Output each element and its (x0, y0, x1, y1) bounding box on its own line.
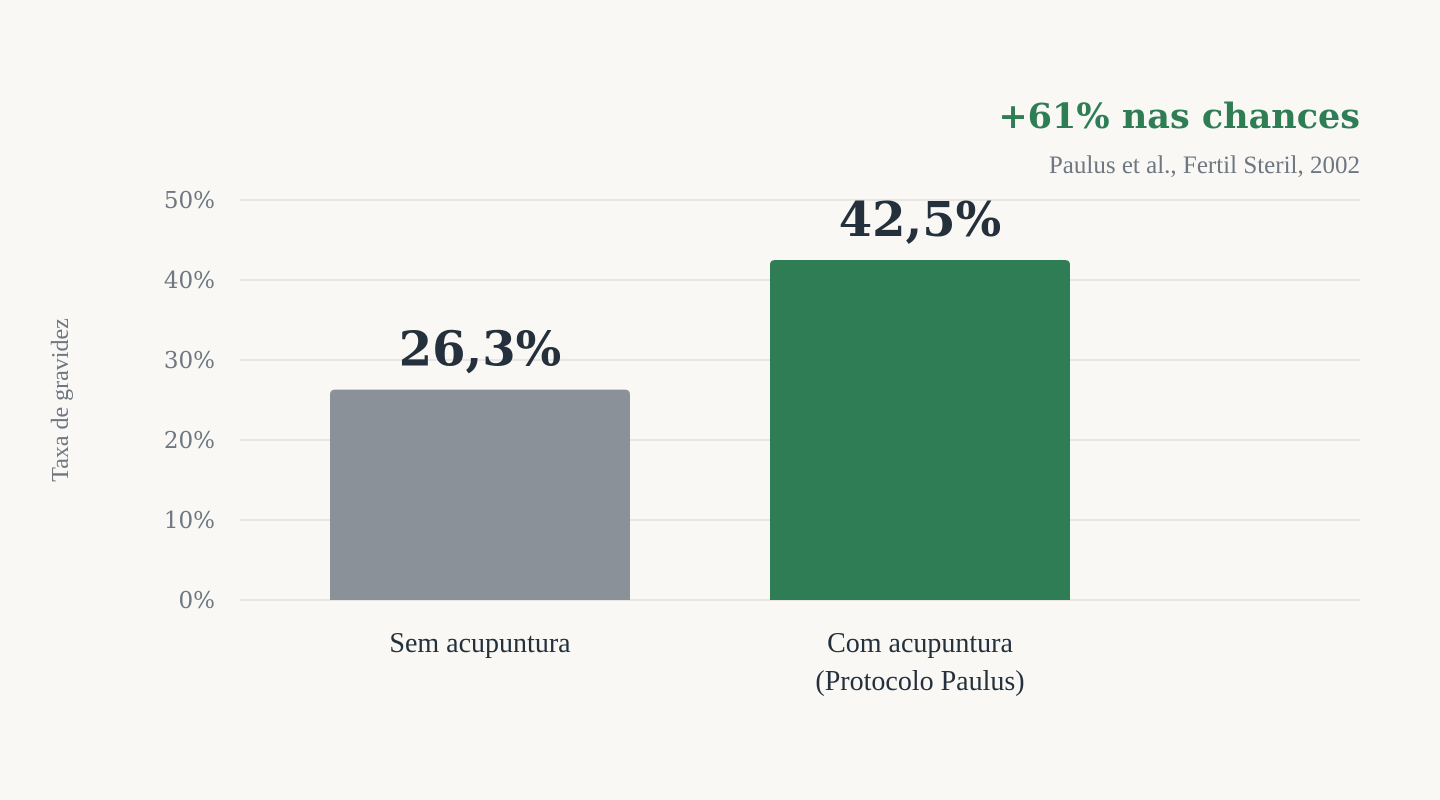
bar-value-label: 26,3% (399, 322, 562, 378)
y-tick-label: 50% (164, 188, 215, 214)
y-tick-label: 20% (164, 428, 215, 454)
y-tick-label: 30% (164, 348, 215, 374)
increase-highlight: +61% nas chances (998, 96, 1360, 137)
category-labels: Sem acupuntura Com acupuntura (Protocolo P… (389, 628, 1024, 697)
bar (770, 260, 1070, 600)
y-axis-title: Taxa de gravidez (48, 318, 74, 482)
value-labels: 26,3% 42,5% (399, 192, 1002, 378)
source-citation: Paulus et al., Fertil Steril, 2002 (1048, 152, 1360, 179)
y-tick-label: 40% (164, 268, 215, 294)
x-category-label: (Protocolo Paulus) (815, 666, 1024, 697)
bar (330, 389, 630, 600)
x-category-label: Sem acupuntura (389, 628, 571, 659)
x-category-label: Com acupuntura (827, 628, 1013, 659)
y-tick-label: 10% (164, 508, 215, 534)
bars (330, 260, 1070, 600)
y-axis-ticks: 0% 10% 20% 30% 40% 50% (164, 188, 215, 614)
bar-value-label: 42,5% (839, 192, 1002, 248)
y-tick-label: 0% (179, 588, 216, 614)
